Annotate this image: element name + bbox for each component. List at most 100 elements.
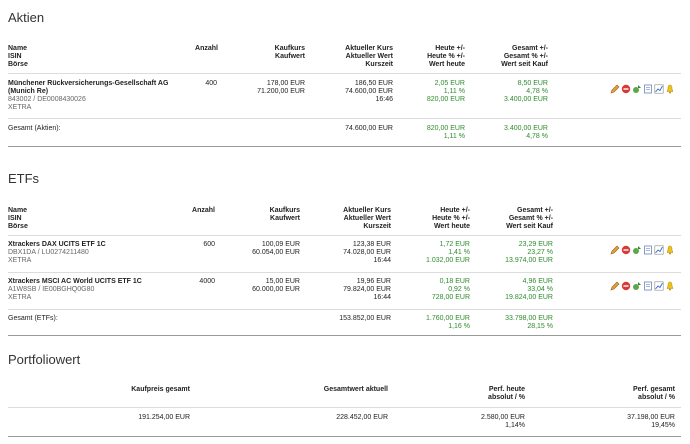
total-gesamt-value: 3.400,00 EUR xyxy=(504,125,548,132)
edit-icon[interactable] xyxy=(610,84,620,94)
kaufkurs-value: 15,00 EUR xyxy=(265,278,300,285)
header-aktueller-wert: Aktueller Wert xyxy=(345,53,393,60)
gesamt-value: 8,50 EUR xyxy=(517,80,548,87)
portfolio-title: Portfoliowert xyxy=(8,352,81,367)
chart-icon[interactable] xyxy=(654,245,664,255)
heute-pct-value: 0,92 % xyxy=(448,286,470,293)
header-kaufwert: Kaufwert xyxy=(275,53,305,60)
etfs-total-gesamt: 33.798,00 EUR 28,15 % xyxy=(478,315,553,331)
etfs-header-kauf: Kaufkurs Kaufwert xyxy=(225,207,300,223)
header-kaufkurs: Kaufkurs xyxy=(269,207,300,214)
stock-name[interactable]: Münchener Rückversicherungs-Gesellschaft… xyxy=(8,80,169,87)
header-kaufwert: Kaufwert xyxy=(270,215,300,222)
delete-icon[interactable] xyxy=(621,84,631,94)
gesamt-value: 23,29 EUR xyxy=(518,241,553,248)
kaufkurs-value: 100,09 EUR xyxy=(261,241,300,248)
etf-name[interactable]: Xtrackers DAX UCITS ETF 1C xyxy=(8,241,106,248)
header-aktueller-wert: Aktueller Wert xyxy=(343,215,391,222)
header-kurszeit: Kurszeit xyxy=(365,61,393,68)
perf-gesamt-pct: 19,45% xyxy=(651,422,675,429)
aktien-header-anzahl: Anzahl xyxy=(195,45,218,52)
gesamt-pct-value: 33,04 % xyxy=(527,286,553,293)
etfs-header-rule xyxy=(8,235,681,236)
aktien-total-gesamt: 3.400,00 EUR 4,78 % xyxy=(478,125,548,141)
portfolio-gesamtwert-value: 228.452,00 EUR xyxy=(336,414,388,421)
kaufkurs-value: 178,00 EUR xyxy=(266,80,305,87)
note-icon[interactable] xyxy=(643,84,653,94)
etfs-row-1-rule xyxy=(8,272,681,273)
wert-seit-kauf-value: 13.974,00 EUR xyxy=(505,257,553,264)
total-gesamt-pct: 4,78 % xyxy=(526,133,548,140)
etfs-title: ETFs xyxy=(8,171,40,186)
delete-icon[interactable] xyxy=(621,281,631,291)
portfolio-header-gesamtwert: Gesamtwert aktuell xyxy=(323,386,388,393)
edit-icon[interactable] xyxy=(610,281,620,291)
header-perf-gesamt: Perf. gesamt xyxy=(632,386,675,393)
header-perf-heute-sub: absolut / % xyxy=(488,394,525,401)
alert-icon[interactable] xyxy=(665,245,675,255)
aktien-header-aktuell: Aktueller Kurs Aktueller Wert Kurszeit xyxy=(318,45,393,69)
aktien-row-1-aktuell: 186,50 EUR 74.600,00 EUR 16:46 xyxy=(318,80,393,104)
perf-gesamt-abs: 37.198,00 EUR xyxy=(627,414,675,421)
alert-icon[interactable] xyxy=(665,281,675,291)
gesamt-pct-value: 23,27 % xyxy=(527,249,553,256)
portfolio-bottom-rule xyxy=(8,436,681,437)
aktien-row-1-heute: 2,05 EUR 1,11 % 820,00 EUR xyxy=(400,80,465,104)
note-icon[interactable] xyxy=(643,281,653,291)
etfs-total-heute: 1.760,00 EUR 1,16 % xyxy=(400,315,470,331)
header-heute: Heute +/- xyxy=(435,45,465,52)
etfs-row-1-actions xyxy=(610,245,675,255)
heute-value: 1,72 EUR xyxy=(439,241,470,248)
chart-icon[interactable] xyxy=(654,281,664,291)
aktien-header-name: Name ISIN Börse xyxy=(8,45,28,69)
header-perf-gesamt-sub: absolut / % xyxy=(638,394,675,401)
aktien-header-kauf: Kaufkurs Kaufwert xyxy=(230,45,305,61)
etfs-header-heute: Heute +/- Heute % +/- Wert heute xyxy=(400,207,470,231)
header-wert-heute: Wert heute xyxy=(428,61,465,68)
aktien-total-aktuell: 74.600,00 EUR xyxy=(345,125,393,132)
edit-icon[interactable] xyxy=(610,245,620,255)
heute-value: 2,05 EUR xyxy=(434,80,465,87)
kaufwert-value: 60.054,00 EUR xyxy=(252,249,300,256)
portfolio-perf-heute-value: 2.580,00 EUR 1,14% xyxy=(425,414,525,430)
portfolio-header-rule xyxy=(8,407,681,408)
alert-icon[interactable] xyxy=(665,84,675,94)
etf-boerse: XETRA xyxy=(8,294,32,301)
header-aktueller-kurs: Aktueller Kurs xyxy=(345,45,393,52)
etf-isin: A1W8SB / IE00BGHQ0G80 xyxy=(8,286,95,293)
header-boerse: Börse xyxy=(8,61,28,68)
total-gesamt-pct: 28,15 % xyxy=(527,323,553,330)
etfs-total-label: Gesamt (ETFs): xyxy=(8,315,58,322)
header-wert-seit-kauf: Wert seit Kauf xyxy=(506,223,553,230)
chart-icon[interactable] xyxy=(654,84,664,94)
aktien-total-heute: 820,00 EUR 1,11 % xyxy=(400,125,465,141)
kurszeit-value: 16:46 xyxy=(375,96,393,103)
header-aktueller-kurs: Aktueller Kurs xyxy=(343,207,391,214)
etfs-row-1-gesamt: 23,29 EUR 23,27 % 13.974,00 EUR xyxy=(478,241,553,265)
aktien-header-rule xyxy=(8,73,681,74)
buy-sell-icon[interactable] xyxy=(632,281,642,291)
etfs-header-name: Name ISIN Börse xyxy=(8,207,28,231)
aktien-title: Aktien xyxy=(8,10,45,25)
delete-icon[interactable] xyxy=(621,245,631,255)
stock-boerse: XETRA xyxy=(8,104,32,111)
header-perf-heute: Perf. heute xyxy=(488,386,525,393)
gesamt-pct-value: 4,78 % xyxy=(526,88,548,95)
header-gesamt: Gesamt +/- xyxy=(512,45,548,52)
note-icon[interactable] xyxy=(643,245,653,255)
buy-sell-icon[interactable] xyxy=(632,245,642,255)
heute-pct-value: 1,41 % xyxy=(448,249,470,256)
buy-sell-icon[interactable] xyxy=(632,84,642,94)
etfs-row-1-kauf: 100,09 EUR 60.054,00 EUR xyxy=(225,241,300,257)
total-gesamt-value: 33.798,00 EUR xyxy=(505,315,553,322)
etf-boerse: XETRA xyxy=(8,257,32,264)
etfs-row-2-actions xyxy=(610,281,675,291)
wert-seit-kauf-value: 3.400,00 EUR xyxy=(504,96,548,103)
kaufwert-value: 71.200,00 EUR xyxy=(257,88,305,95)
kurszeit-value: 16:44 xyxy=(373,257,391,264)
etf-name[interactable]: Xtrackers MSCI AC World UCITS ETF 1C xyxy=(8,278,142,285)
perf-heute-pct: 1,14% xyxy=(505,422,525,429)
kaufwert-value: 60.000,00 EUR xyxy=(252,286,300,293)
aktueller-wert-value: 79.824,00 EUR xyxy=(343,286,391,293)
perf-heute-abs: 2.580,00 EUR xyxy=(481,414,525,421)
